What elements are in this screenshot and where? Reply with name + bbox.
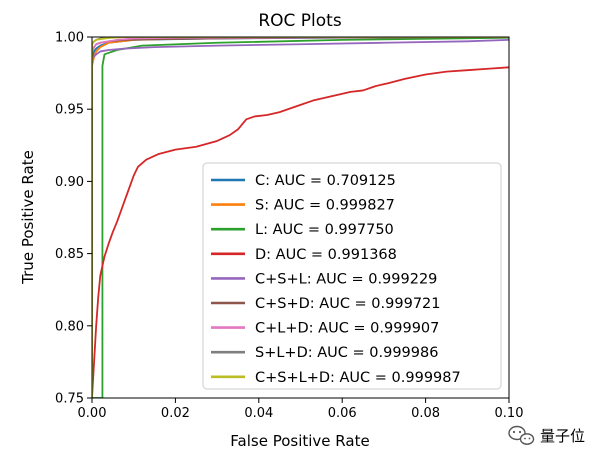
x-tick-label: 0.06 — [328, 406, 357, 421]
legend-entry-label: S: AUC = 0.999827 — [255, 198, 395, 214]
wechat-icon — [508, 425, 535, 445]
y-tick-label: 0.90 — [55, 175, 84, 190]
x-axis-ticks: 0.00 0.02 0.04 0.06 0.08 0.10 — [78, 398, 524, 421]
legend-entry-label: C+S+L: AUC = 0.999229 — [255, 271, 437, 287]
roc-series-line-3 — [92, 66, 509, 398]
y-tick-label: 0.95 — [55, 103, 84, 118]
chart-title: ROC Plots — [258, 11, 342, 31]
legend-entry-label: D: AUC = 0.991368 — [255, 247, 397, 263]
series-layer — [92, 37, 509, 398]
x-tick-label: 0.04 — [244, 406, 273, 421]
legend: C: AUC = 0.709125 S: AUC = 0.999827 L: AUC… — [202, 162, 502, 390]
y-tick-label: 0.80 — [55, 319, 84, 334]
watermark: 量子位 — [508, 425, 585, 445]
legend-entry-label: L: AUC = 0.997750 — [255, 222, 394, 238]
x-axis-label: False Positive Rate — [230, 432, 369, 450]
legend-entry-label: S+L+D: AUC = 0.999986 — [255, 345, 438, 361]
legend-entry-label: C: AUC = 0.709125 — [255, 173, 396, 189]
x-tick-label: 0.10 — [495, 406, 524, 421]
y-axis-label: True Positive Rate — [19, 150, 37, 285]
plot-area-frame — [91, 36, 510, 399]
legend-box — [202, 162, 502, 390]
y-tick-label: 1.00 — [55, 31, 84, 46]
watermark-text: 量子位 — [540, 427, 585, 445]
legend-entries: C: AUC = 0.709125 S: AUC = 0.999827 L: AUC… — [211, 173, 461, 386]
legend-entry-label: C+S+D: AUC = 0.999721 — [255, 296, 441, 312]
y-tick-label: 0.75 — [55, 392, 84, 407]
legend-entry-label: C+S+L+D: AUC = 0.999987 — [255, 370, 461, 386]
y-axis-ticks: 0.75 0.80 0.85 0.90 0.95 1.00 — [55, 31, 92, 407]
y-tick-label: 0.85 — [55, 247, 84, 262]
x-tick-label: 0.00 — [78, 406, 107, 421]
roc-series-line-6 — [92, 37, 509, 398]
legend-entry-label: C+L+D: AUC = 0.999907 — [255, 321, 439, 337]
x-tick-label: 0.02 — [161, 406, 190, 421]
roc-series-line-4 — [92, 38, 509, 398]
x-tick-label: 0.08 — [411, 406, 440, 421]
